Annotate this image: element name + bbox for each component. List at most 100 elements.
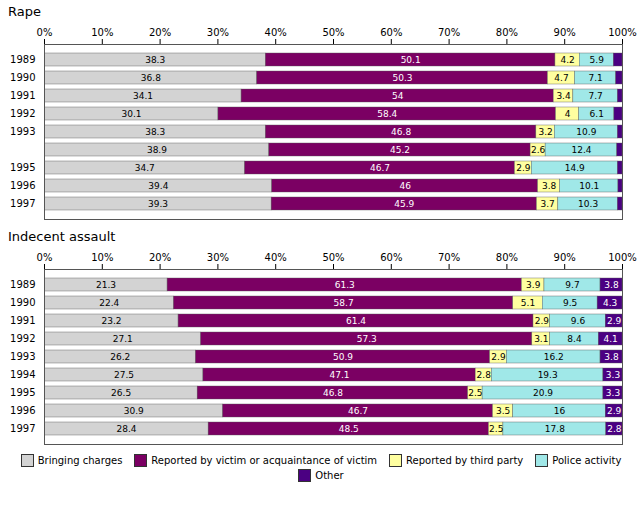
svg-text:2.9: 2.9 <box>516 163 531 173</box>
svg-text:46.8: 46.8 <box>323 388 343 398</box>
svg-text:1996: 1996 <box>10 405 35 416</box>
svg-text:60%: 60% <box>380 252 402 263</box>
svg-text:100%: 100% <box>608 252 637 263</box>
svg-text:7.1: 7.1 <box>588 73 602 83</box>
svg-text:2.8: 2.8 <box>607 424 622 434</box>
svg-text:6.1: 6.1 <box>590 109 604 119</box>
svg-text:1994: 1994 <box>10 369 35 380</box>
svg-text:60%: 60% <box>380 27 402 38</box>
svg-text:39.3: 39.3 <box>148 199 168 209</box>
svg-text:47.1: 47.1 <box>330 370 350 380</box>
svg-text:4: 4 <box>565 109 571 119</box>
svg-text:3.1: 3.1 <box>534 334 548 344</box>
svg-text:2.6: 2.6 <box>531 145 546 155</box>
svg-text:58.4: 58.4 <box>377 109 397 119</box>
svg-text:3.8: 3.8 <box>604 280 619 290</box>
svg-text:10%: 10% <box>91 27 113 38</box>
svg-text:22.4: 22.4 <box>99 298 119 308</box>
svg-text:9.5: 9.5 <box>563 298 577 308</box>
svg-text:1992: 1992 <box>10 108 35 119</box>
svg-text:0%: 0% <box>37 27 53 38</box>
svg-text:3.3: 3.3 <box>606 370 620 380</box>
svg-text:70%: 70% <box>438 252 460 263</box>
svg-text:14.9: 14.9 <box>565 163 585 173</box>
svg-text:1991: 1991 <box>10 315 35 326</box>
svg-text:38.9: 38.9 <box>147 145 167 155</box>
svg-text:4.3: 4.3 <box>603 298 617 308</box>
svg-text:10%: 10% <box>91 252 113 263</box>
svg-text:20%: 20% <box>149 27 171 38</box>
svg-text:20.9: 20.9 <box>533 388 553 398</box>
svg-text:1993: 1993 <box>10 126 35 137</box>
svg-text:1991: 1991 <box>10 90 35 101</box>
svg-text:4.2: 4.2 <box>560 55 574 65</box>
svg-text:2.9: 2.9 <box>607 316 622 326</box>
svg-text:19.3: 19.3 <box>538 370 558 380</box>
svg-text:3.4: 3.4 <box>556 91 571 101</box>
svg-text:21.3: 21.3 <box>96 280 116 290</box>
svg-text:16.2: 16.2 <box>544 352 564 362</box>
svg-text:54: 54 <box>392 91 404 101</box>
svg-text:36.8: 36.8 <box>141 73 161 83</box>
svg-text:30.1: 30.1 <box>121 109 141 119</box>
svg-text:61.3: 61.3 <box>335 280 355 290</box>
svg-text:39.4: 39.4 <box>148 181 168 191</box>
svg-text:80%: 80% <box>496 252 518 263</box>
svg-text:100%: 100% <box>608 27 637 38</box>
svg-text:12.4: 12.4 <box>571 145 591 155</box>
svg-text:57.3: 57.3 <box>357 334 377 344</box>
svg-text:50.3: 50.3 <box>393 73 413 83</box>
svg-text:90%: 90% <box>554 27 576 38</box>
svg-text:10.3: 10.3 <box>578 199 598 209</box>
svg-text:30%: 30% <box>207 252 229 263</box>
svg-text:1996: 1996 <box>10 180 35 191</box>
svg-text:5.9: 5.9 <box>590 55 605 65</box>
svg-text:58.7: 58.7 <box>334 298 354 308</box>
svg-text:45.9: 45.9 <box>394 199 414 209</box>
svg-text:27.1: 27.1 <box>113 334 133 344</box>
svg-text:17.8: 17.8 <box>545 424 565 434</box>
svg-text:46.8: 46.8 <box>391 127 411 137</box>
svg-text:3.2: 3.2 <box>538 127 552 137</box>
svg-text:80%: 80% <box>496 27 518 38</box>
svg-text:1995: 1995 <box>10 387 35 398</box>
svg-text:1995: 1995 <box>10 162 35 173</box>
svg-text:9.6: 9.6 <box>571 316 586 326</box>
svg-text:1990: 1990 <box>10 72 35 83</box>
svg-text:50.9: 50.9 <box>333 352 353 362</box>
svg-text:1990: 1990 <box>10 297 35 308</box>
svg-text:1993: 1993 <box>10 351 35 362</box>
svg-text:2.9: 2.9 <box>607 406 622 416</box>
svg-text:28.4: 28.4 <box>117 424 137 434</box>
svg-text:5.1: 5.1 <box>521 298 535 308</box>
svg-text:2.9: 2.9 <box>535 316 550 326</box>
svg-text:46.7: 46.7 <box>348 406 368 416</box>
svg-text:3.8: 3.8 <box>604 352 619 362</box>
svg-text:10.9: 10.9 <box>576 127 596 137</box>
svg-text:4.1: 4.1 <box>603 334 617 344</box>
svg-text:46: 46 <box>399 181 411 191</box>
svg-text:30%: 30% <box>207 27 229 38</box>
svg-text:90%: 90% <box>554 252 576 263</box>
svg-text:50%: 50% <box>322 27 344 38</box>
svg-text:1989: 1989 <box>10 54 35 65</box>
svg-text:4.7: 4.7 <box>554 73 568 83</box>
svg-text:1989: 1989 <box>10 279 35 290</box>
svg-text:20%: 20% <box>149 252 171 263</box>
svg-text:1997: 1997 <box>10 198 35 209</box>
svg-text:2.5: 2.5 <box>468 388 482 398</box>
svg-text:2.8: 2.8 <box>477 370 492 380</box>
svg-text:48.5: 48.5 <box>339 424 359 434</box>
svg-text:0%: 0% <box>37 252 53 263</box>
svg-text:27.5: 27.5 <box>114 370 134 380</box>
svg-text:3.5: 3.5 <box>496 406 510 416</box>
svg-text:26.2: 26.2 <box>110 352 130 362</box>
svg-text:40%: 40% <box>265 27 287 38</box>
svg-text:38.3: 38.3 <box>145 127 165 137</box>
svg-text:23.2: 23.2 <box>102 316 122 326</box>
svg-text:30.9: 30.9 <box>124 406 144 416</box>
svg-text:50%: 50% <box>322 252 344 263</box>
svg-text:45.2: 45.2 <box>390 145 410 155</box>
svg-text:8.4: 8.4 <box>567 334 582 344</box>
svg-text:2.5: 2.5 <box>489 424 503 434</box>
